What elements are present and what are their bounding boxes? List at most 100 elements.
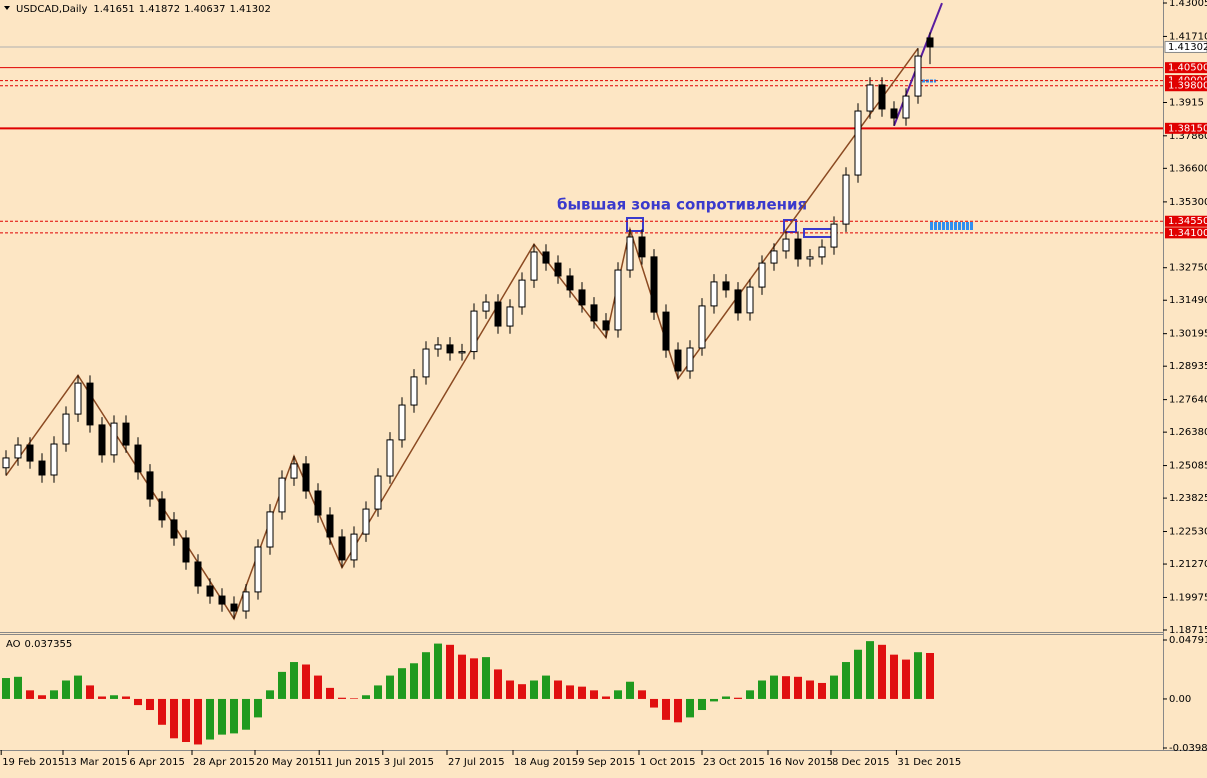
- candle-body: [614, 269, 622, 331]
- candle-body: [134, 444, 142, 473]
- candle-body: [734, 289, 742, 314]
- symbol: USDCAD,Daily: [16, 4, 87, 15]
- ao-bar: [38, 695, 46, 699]
- y-tick-label: 1.3915: [1169, 98, 1204, 109]
- ao-bar: [422, 652, 430, 699]
- candle-body: [398, 404, 406, 441]
- candle-body: [446, 344, 454, 354]
- ao-bar: [842, 662, 850, 699]
- ao-bar: [470, 658, 478, 699]
- x-tick-label: 11 Jun 2015: [320, 757, 380, 768]
- ao-bar: [110, 695, 118, 699]
- ao-bar: [446, 644, 454, 699]
- ao-bar: [350, 698, 358, 699]
- ao-bar: [578, 686, 586, 699]
- candle-body: [14, 444, 22, 459]
- level-label-box: [1165, 80, 1207, 92]
- y-tick-label: 1.37860: [1169, 131, 1207, 142]
- candle-body: [806, 256, 814, 260]
- ao-bar: [518, 684, 526, 699]
- ao-bar: [902, 659, 910, 699]
- ao-bar: [554, 680, 562, 699]
- candle-body: [674, 349, 682, 372]
- candle-body: [626, 236, 634, 271]
- candle-body: [146, 471, 154, 500]
- candle-body: [878, 84, 886, 110]
- panel-frame: [0, 0, 1207, 751]
- ao-bar: [302, 664, 310, 699]
- level-label-box: [1165, 62, 1207, 74]
- x-tick-label: 8 Dec 2015: [832, 757, 890, 768]
- ao-bar: [674, 698, 682, 723]
- candle-body: [86, 382, 94, 426]
- y-tick-label: 1.23825: [1169, 493, 1207, 504]
- level-label-box: [1165, 227, 1207, 239]
- candle-body: [914, 55, 922, 97]
- candle-body: [218, 595, 226, 605]
- candle-body: [842, 174, 850, 225]
- y-tick-label: 1.35300: [1169, 197, 1207, 208]
- candle-body: [530, 251, 538, 281]
- ao-bar: [614, 690, 622, 699]
- x-tick-label: 19 Feb 2015: [2, 757, 64, 768]
- candle-body: [890, 108, 898, 119]
- ao-bar: [374, 685, 382, 699]
- candle-body: [50, 443, 58, 476]
- ao-bar: [794, 676, 802, 699]
- ao-bar: [626, 681, 634, 699]
- candle-body: [830, 223, 838, 248]
- x-tick-label: 23 Oct 2015: [703, 757, 765, 768]
- ao-bar: [686, 698, 694, 718]
- ao-bar: [566, 685, 574, 699]
- candle-body: [374, 475, 382, 510]
- low: 1.40637: [184, 4, 225, 15]
- ao-bar: [854, 649, 862, 699]
- ao-bar: [890, 654, 898, 699]
- ao-bar: [698, 698, 706, 711]
- ao-tick-label: 0.00: [1169, 694, 1191, 705]
- candle-body: [854, 110, 862, 176]
- ao-tick-label: -0.039871: [1169, 743, 1207, 754]
- level-label: 1.34550: [1168, 216, 1207, 227]
- candle-body: [122, 422, 130, 446]
- menu-arrow: [4, 6, 10, 10]
- ao-header: AO 0.037355: [6, 639, 72, 650]
- ao-bar: [710, 698, 718, 702]
- x-tick-label: 9 Sep 2015: [578, 757, 635, 768]
- ao-bar: [878, 644, 886, 699]
- ao-bar: [830, 675, 838, 699]
- ao-bar: [386, 675, 394, 699]
- candle-body: [590, 304, 598, 322]
- y-tick-label: 1.31490: [1169, 295, 1207, 306]
- ao-bar: [158, 698, 166, 725]
- x-tick-label: 16 Nov 2015: [769, 757, 833, 768]
- ao-bar: [782, 676, 790, 699]
- x-tick-label: 28 Apr 2015: [193, 757, 255, 768]
- ao-bar: [926, 652, 934, 699]
- candle-body: [494, 301, 502, 327]
- x-tick-label: 6 Apr 2015: [129, 757, 184, 768]
- ao-bar: [338, 697, 346, 699]
- level-label: 1.39800: [1168, 81, 1207, 92]
- candle-body: [758, 262, 766, 288]
- candle-body: [794, 238, 802, 260]
- ao-bar: [434, 643, 442, 699]
- candle-body: [74, 382, 82, 415]
- candle-body: [422, 348, 430, 378]
- y-tick-label: 1.19975: [1169, 592, 1207, 603]
- candle-body: [254, 546, 262, 593]
- ao-bar: [458, 654, 466, 699]
- x-tick-label: 20 May 2015: [256, 757, 321, 768]
- candle-body: [62, 413, 70, 445]
- ao-bar: [86, 685, 94, 699]
- y-tick-label: 1.28935: [1169, 361, 1207, 372]
- current-price-box: [1164, 40, 1207, 53]
- candle-body: [470, 310, 478, 353]
- ao-bar: [194, 698, 202, 745]
- candle-body: [710, 281, 718, 307]
- ao-bar: [326, 687, 334, 699]
- candle-body: [434, 344, 442, 350]
- ao-bar: [266, 690, 274, 699]
- candle-body: [26, 444, 34, 462]
- candle-body: [338, 536, 346, 561]
